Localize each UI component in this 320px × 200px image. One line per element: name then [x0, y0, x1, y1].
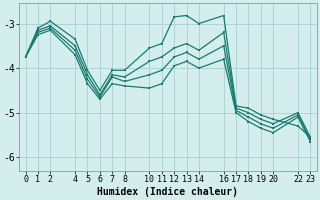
X-axis label: Humidex (Indice chaleur): Humidex (Indice chaleur) [98, 186, 238, 197]
